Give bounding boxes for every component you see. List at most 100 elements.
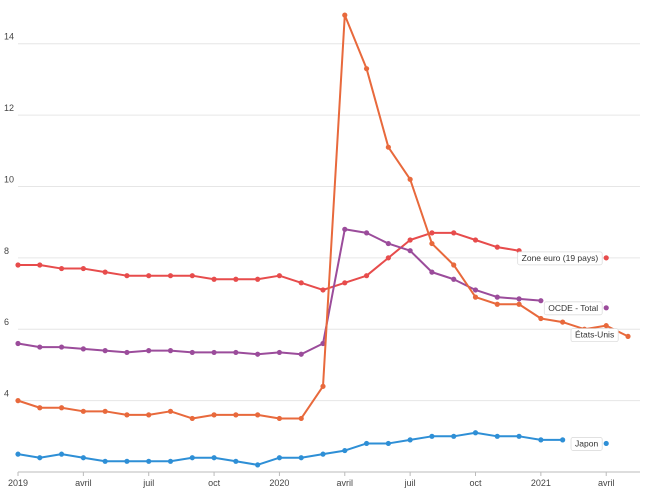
- data-point: [80, 408, 86, 414]
- data-point: [189, 415, 195, 422]
- data-point: [167, 408, 174, 414]
- x-tick-label: avril: [337, 478, 354, 488]
- end-labels: Zone euro (19 pays) OCDE - Total États-Uni…: [517, 251, 619, 451]
- data-point: [15, 451, 21, 457]
- data-point: [320, 383, 326, 389]
- x-tick-label: avril: [598, 478, 615, 488]
- data-point: [37, 262, 43, 268]
- data-point: [298, 351, 304, 357]
- series-line: [18, 229, 606, 354]
- data-point: [603, 255, 609, 261]
- data-point: [189, 349, 195, 356]
- data-point: [146, 458, 152, 464]
- data-point: [472, 287, 479, 293]
- data-point: [494, 244, 500, 250]
- y-tick-label: 12: [4, 103, 14, 113]
- end-label-text: Zone euro (19 pays): [522, 253, 599, 263]
- data-point: [276, 415, 283, 422]
- data-point: [385, 144, 391, 150]
- data-point: [102, 269, 108, 275]
- data-point: [385, 255, 391, 261]
- data-point: [15, 398, 21, 404]
- end-label-box: [517, 251, 603, 266]
- series-3: [15, 430, 609, 468]
- data-point: [407, 248, 413, 254]
- data-point: [429, 433, 435, 439]
- end-label: OCDE - Total: [543, 301, 603, 316]
- data-point: [58, 344, 65, 350]
- x-tick-label: 2019: [8, 478, 28, 488]
- x-tick-label: juil: [142, 478, 154, 488]
- end-label-box: [570, 437, 603, 451]
- data-point: [255, 351, 261, 357]
- axes: 4 6 8 10 12 14 2019 avril juil oct 2020 avril juil oc…: [4, 32, 640, 488]
- data-point: [363, 66, 370, 72]
- data-point: [124, 458, 130, 464]
- data-point: [233, 349, 239, 356]
- data-point: [102, 348, 108, 354]
- data-point: [58, 265, 65, 272]
- data-point: [451, 262, 457, 268]
- data-point: [102, 408, 108, 414]
- grid: [18, 43, 640, 402]
- data-point: [494, 294, 500, 300]
- data-point: [37, 455, 43, 461]
- data-point: [146, 348, 152, 354]
- data-point: [15, 262, 21, 268]
- data-point: [385, 240, 391, 247]
- data-point: [516, 296, 522, 302]
- data-point: [363, 230, 370, 236]
- end-label: Japon: [570, 437, 603, 451]
- y-tick-label: 14: [4, 32, 14, 42]
- data-point: [211, 455, 217, 461]
- data-point: [211, 276, 217, 282]
- data-point: [102, 458, 108, 464]
- end-label-box: [543, 301, 603, 316]
- data-point: [472, 237, 479, 243]
- data-point: [167, 348, 174, 354]
- data-point: [124, 273, 130, 279]
- data-point: [363, 273, 370, 279]
- series-1: [15, 226, 609, 357]
- data-point: [320, 451, 326, 457]
- data-point: [146, 412, 152, 418]
- data-point: [80, 455, 86, 461]
- data-point: [276, 349, 283, 356]
- data-point: [124, 412, 130, 418]
- data-point: [298, 415, 304, 422]
- data-point: [429, 230, 435, 236]
- data-point: [233, 458, 239, 464]
- end-label: États-Unis: [570, 328, 619, 343]
- series-line: [17, 14, 629, 420]
- data-point: [363, 440, 370, 447]
- end-label-text: Japon: [575, 438, 598, 448]
- data-point: [451, 230, 457, 236]
- data-point: [342, 226, 348, 232]
- data-point: [189, 455, 195, 461]
- data-point: [342, 447, 348, 454]
- y-tick-label: 10: [4, 174, 14, 184]
- data-point: [385, 440, 391, 447]
- data-point: [342, 280, 348, 286]
- data-point: [15, 340, 21, 347]
- data-point: [298, 280, 304, 286]
- data-point: [451, 276, 457, 282]
- x-tick-label: oct: [469, 478, 482, 488]
- data-point: [80, 265, 86, 272]
- data-point: [342, 12, 348, 18]
- data-point: [538, 298, 544, 304]
- end-label-text: États-Unis: [575, 330, 614, 340]
- data-point: [472, 430, 479, 436]
- data-point: [255, 412, 261, 418]
- data-point: [124, 349, 130, 356]
- x-tick-label: 2020: [269, 478, 289, 488]
- data-point: [255, 462, 261, 468]
- data-point: [472, 294, 479, 300]
- data-point: [451, 433, 457, 439]
- data-point: [407, 437, 413, 443]
- data-point: [538, 437, 544, 443]
- x-tick-label: 2021: [531, 478, 551, 488]
- data-point: [167, 458, 174, 464]
